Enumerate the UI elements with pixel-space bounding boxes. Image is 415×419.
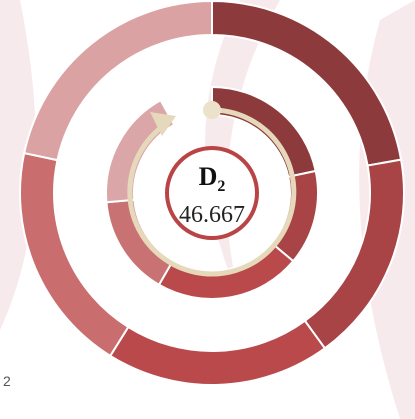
ring-segment bbox=[23, 0, 213, 162]
center-label-main: D bbox=[199, 162, 218, 191]
corner-label: 2 bbox=[3, 373, 11, 389]
bg-shape bbox=[0, 0, 36, 330]
ring-segment bbox=[108, 319, 327, 386]
arrow-dot bbox=[203, 101, 221, 119]
ring-segment bbox=[105, 198, 175, 287]
center-label-sub: 2 bbox=[217, 178, 225, 195]
arrow-arc bbox=[127, 107, 297, 277]
center-circle bbox=[165, 146, 259, 240]
center-label: D2 bbox=[199, 162, 226, 195]
arrow-head bbox=[150, 112, 176, 136]
center-value: 46.667 bbox=[179, 202, 245, 228]
